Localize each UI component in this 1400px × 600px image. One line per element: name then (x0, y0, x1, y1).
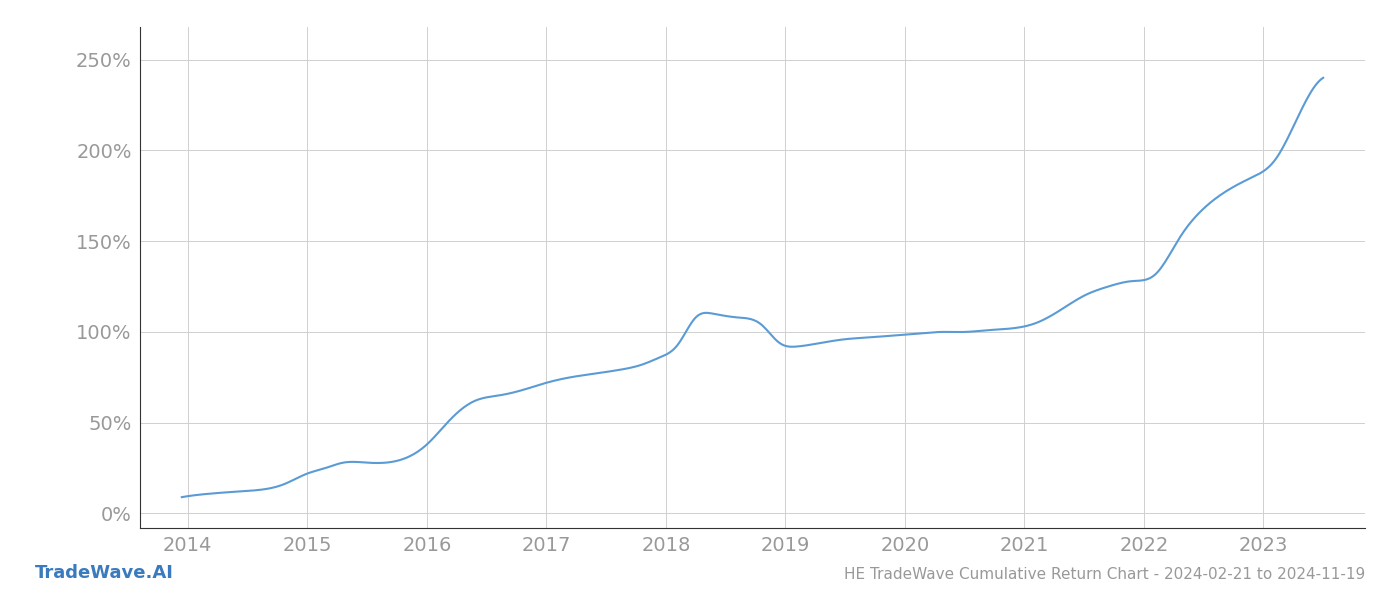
Text: HE TradeWave Cumulative Return Chart - 2024-02-21 to 2024-11-19: HE TradeWave Cumulative Return Chart - 2… (844, 567, 1365, 582)
Text: TradeWave.AI: TradeWave.AI (35, 564, 174, 582)
